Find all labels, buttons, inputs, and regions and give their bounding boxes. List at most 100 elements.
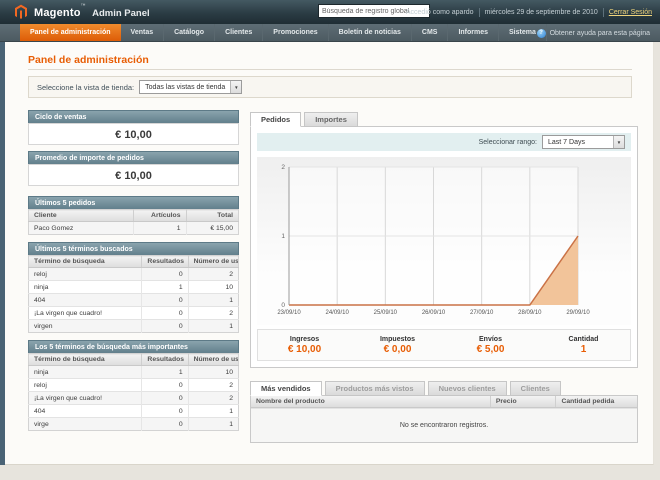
last-search-terms-box: Últimos 5 términos buscados Término de b… (28, 242, 239, 333)
tab-pedidos[interactable]: Pedidos (250, 112, 302, 127)
help-label: Obtener ayuda para esta página (549, 29, 650, 37)
header-bar: Magento™ Admin Panel Accedió como apardo… (0, 0, 660, 24)
table-row[interactable]: ninja 1 10 (28, 280, 239, 294)
table-row[interactable]: ninja 1 10 (28, 365, 239, 379)
tab-productos-más-vistos[interactable]: Productos más vistos (324, 381, 425, 396)
current-date: miércoles 29 de septiembre de 2010 (484, 8, 598, 16)
nav-item[interactable]: Panel de administración (20, 24, 121, 41)
column-header: Número de usos (188, 353, 239, 366)
nav-item[interactable]: Promociones (263, 24, 329, 41)
lifetime-sales-title: Ciclo de ventas (28, 110, 239, 123)
nav-item[interactable]: CMS (412, 24, 449, 41)
svg-text:25/09/10: 25/09/10 (374, 310, 398, 316)
tab-nuevos-clientes[interactable]: Nuevos clientes (427, 381, 507, 396)
global-search-input[interactable] (318, 4, 430, 18)
svg-text:2: 2 (281, 164, 285, 171)
average-orders-value: € 10,00 (28, 164, 239, 186)
nav-item[interactable]: Ventas (121, 24, 165, 41)
orders-panel: Seleccionar rango: Last 7 Days ▼ 0 1 2 23/0… (250, 126, 638, 368)
separator (478, 7, 480, 17)
column-header: Nombre del producto (251, 396, 491, 408)
last-orders-table: Cliente Artículos Total Paco Gomez 1 € 15,00 (28, 209, 239, 235)
column-header: Resultados (141, 353, 189, 366)
svg-text:24/09/10: 24/09/10 (325, 310, 349, 316)
nav-item[interactable]: Informes (448, 24, 500, 41)
top-search-terms-box: Los 5 términos de búsqueda más important… (28, 340, 239, 431)
last-orders-title: Últimos 5 pedidos (28, 196, 239, 209)
range-select[interactable]: Last 7 Days ▼ (542, 135, 625, 149)
magento-logo[interactable]: Magento™ Admin Panel (13, 3, 150, 21)
logout-link[interactable]: Cerrar Sesión (608, 8, 652, 16)
brand-name: Magento (34, 7, 81, 19)
svg-text:29/09/10: 29/09/10 (566, 310, 590, 316)
svg-text:28/09/10: 28/09/10 (518, 310, 542, 316)
orders-chart: 0 1 2 23/09/10 24/09/10 25/09/10 26/09/10 27/09… (257, 157, 631, 325)
lifetime-sales-value: € 10,00 (28, 123, 239, 145)
column-header: Artículos (133, 209, 187, 222)
help-icon: ? (536, 28, 546, 38)
bottom-tabs: Más vendidos Productos más vistos Nuevos c… (250, 379, 638, 396)
average-orders-box: Promedio de importe de pedidos € 10,00 (28, 151, 239, 186)
top-search-terms-table: Término de búsqueda Resultados Número de u… (28, 353, 239, 431)
column-header: Total (186, 209, 239, 222)
dashboard-right-column: Pedidos Importes Seleccionar rango: Last … (250, 110, 638, 443)
average-orders-title: Promedio de importe de pedidos (28, 151, 239, 164)
column-header: Término de búsqueda (28, 255, 143, 268)
dashboard-left-column: Ciclo de ventas € 10,00 Promedio de impo… (28, 110, 239, 431)
page-title: Panel de administración (28, 54, 149, 66)
table-row[interactable]: virgen 0 1 (28, 319, 239, 333)
table-row[interactable]: reloj 0 2 (28, 267, 239, 281)
header-session-info: Accedió como apardo miércoles 29 de sept… (406, 0, 652, 24)
column-header: Cliente (28, 209, 134, 222)
table-row[interactable]: 404 0 1 (28, 404, 239, 418)
column-header: Término de búsqueda (28, 353, 143, 366)
tab-clientes[interactable]: Clientes (509, 381, 561, 396)
magento-logo-icon (15, 4, 27, 19)
svg-text:23/09/10: 23/09/10 (277, 310, 301, 316)
nav-item[interactable]: Boletín de noticias (329, 24, 412, 41)
help-link[interactable]: ? Obtener ayuda para esta página (536, 24, 650, 42)
lifetime-sales-box: Ciclo de ventas € 10,00 (28, 110, 239, 145)
main-nav-items: Panel de administración Ventas Catálogo Cli… (20, 24, 547, 41)
brand-trademark: ™ (80, 3, 86, 9)
nav-item[interactable]: Catálogo (164, 24, 216, 41)
store-view-switcher: Seleccione la vista de tienda: Todas las… (28, 76, 632, 98)
table-row[interactable]: 404 0 1 (28, 293, 239, 307)
svg-text:0: 0 (281, 302, 285, 309)
total-cantidad: Cantidad 1 (568, 335, 599, 355)
svg-text:26/09/10: 26/09/10 (422, 310, 446, 316)
last-orders-box: Últimos 5 pedidos Cliente Artículos Total P… (28, 196, 239, 235)
tab-importes[interactable]: Importes (304, 112, 358, 127)
range-label: Seleccionar rango: (478, 138, 537, 146)
last-search-terms-title: Últimos 5 términos buscados (28, 242, 239, 255)
table-row[interactable]: Paco Gomez 1 € 15,00 (28, 221, 239, 235)
total-envíos: Envíos € 5,00 (476, 335, 505, 355)
main-nav: Panel de administración Ventas Catálogo Cli… (0, 24, 660, 42)
table-row[interactable]: reloj 0 2 (28, 378, 239, 392)
window-left-edge (0, 24, 5, 465)
store-view-select[interactable]: Todas las vistas de tienda ▼ (139, 80, 243, 94)
table-row[interactable]: virge 0 1 (28, 417, 239, 431)
products-panel: Nombre del producto Precio Cantidad pedida… (250, 395, 638, 443)
svg-text:27/09/10: 27/09/10 (470, 310, 494, 316)
title-divider (28, 69, 632, 70)
nav-item[interactable]: Sistema (499, 24, 547, 41)
logged-in-as: Accedió como apardo (405, 8, 474, 16)
brand-subtitle: Admin Panel (92, 8, 150, 19)
no-records-message: No se encontraron registros. (251, 408, 637, 442)
column-header: Precio (490, 396, 557, 408)
chevron-down-icon: ▼ (230, 81, 242, 93)
chevron-down-icon: ▼ (613, 136, 624, 148)
products-table: Nombre del producto Precio Cantidad pedida (251, 396, 637, 408)
separator (602, 7, 604, 17)
table-row[interactable]: ¡La virgen que cuadro! 0 2 (28, 391, 239, 405)
tab-más-vendidos[interactable]: Más vendidos (250, 381, 322, 396)
table-row[interactable]: ¡La virgen que cuadro! 0 2 (28, 306, 239, 320)
content-area: Panel de administración Seleccione la vi… (5, 42, 654, 465)
last-search-terms-table: Término de búsqueda Resultados Número de u… (28, 255, 239, 333)
total-impuestos: Impuestos € 0,00 (379, 335, 415, 355)
nav-item[interactable]: Clientes (215, 24, 264, 41)
top-search-terms-title: Los 5 términos de búsqueda más important… (28, 340, 239, 353)
total-ingresos: Ingresos € 10,00 (287, 335, 322, 355)
